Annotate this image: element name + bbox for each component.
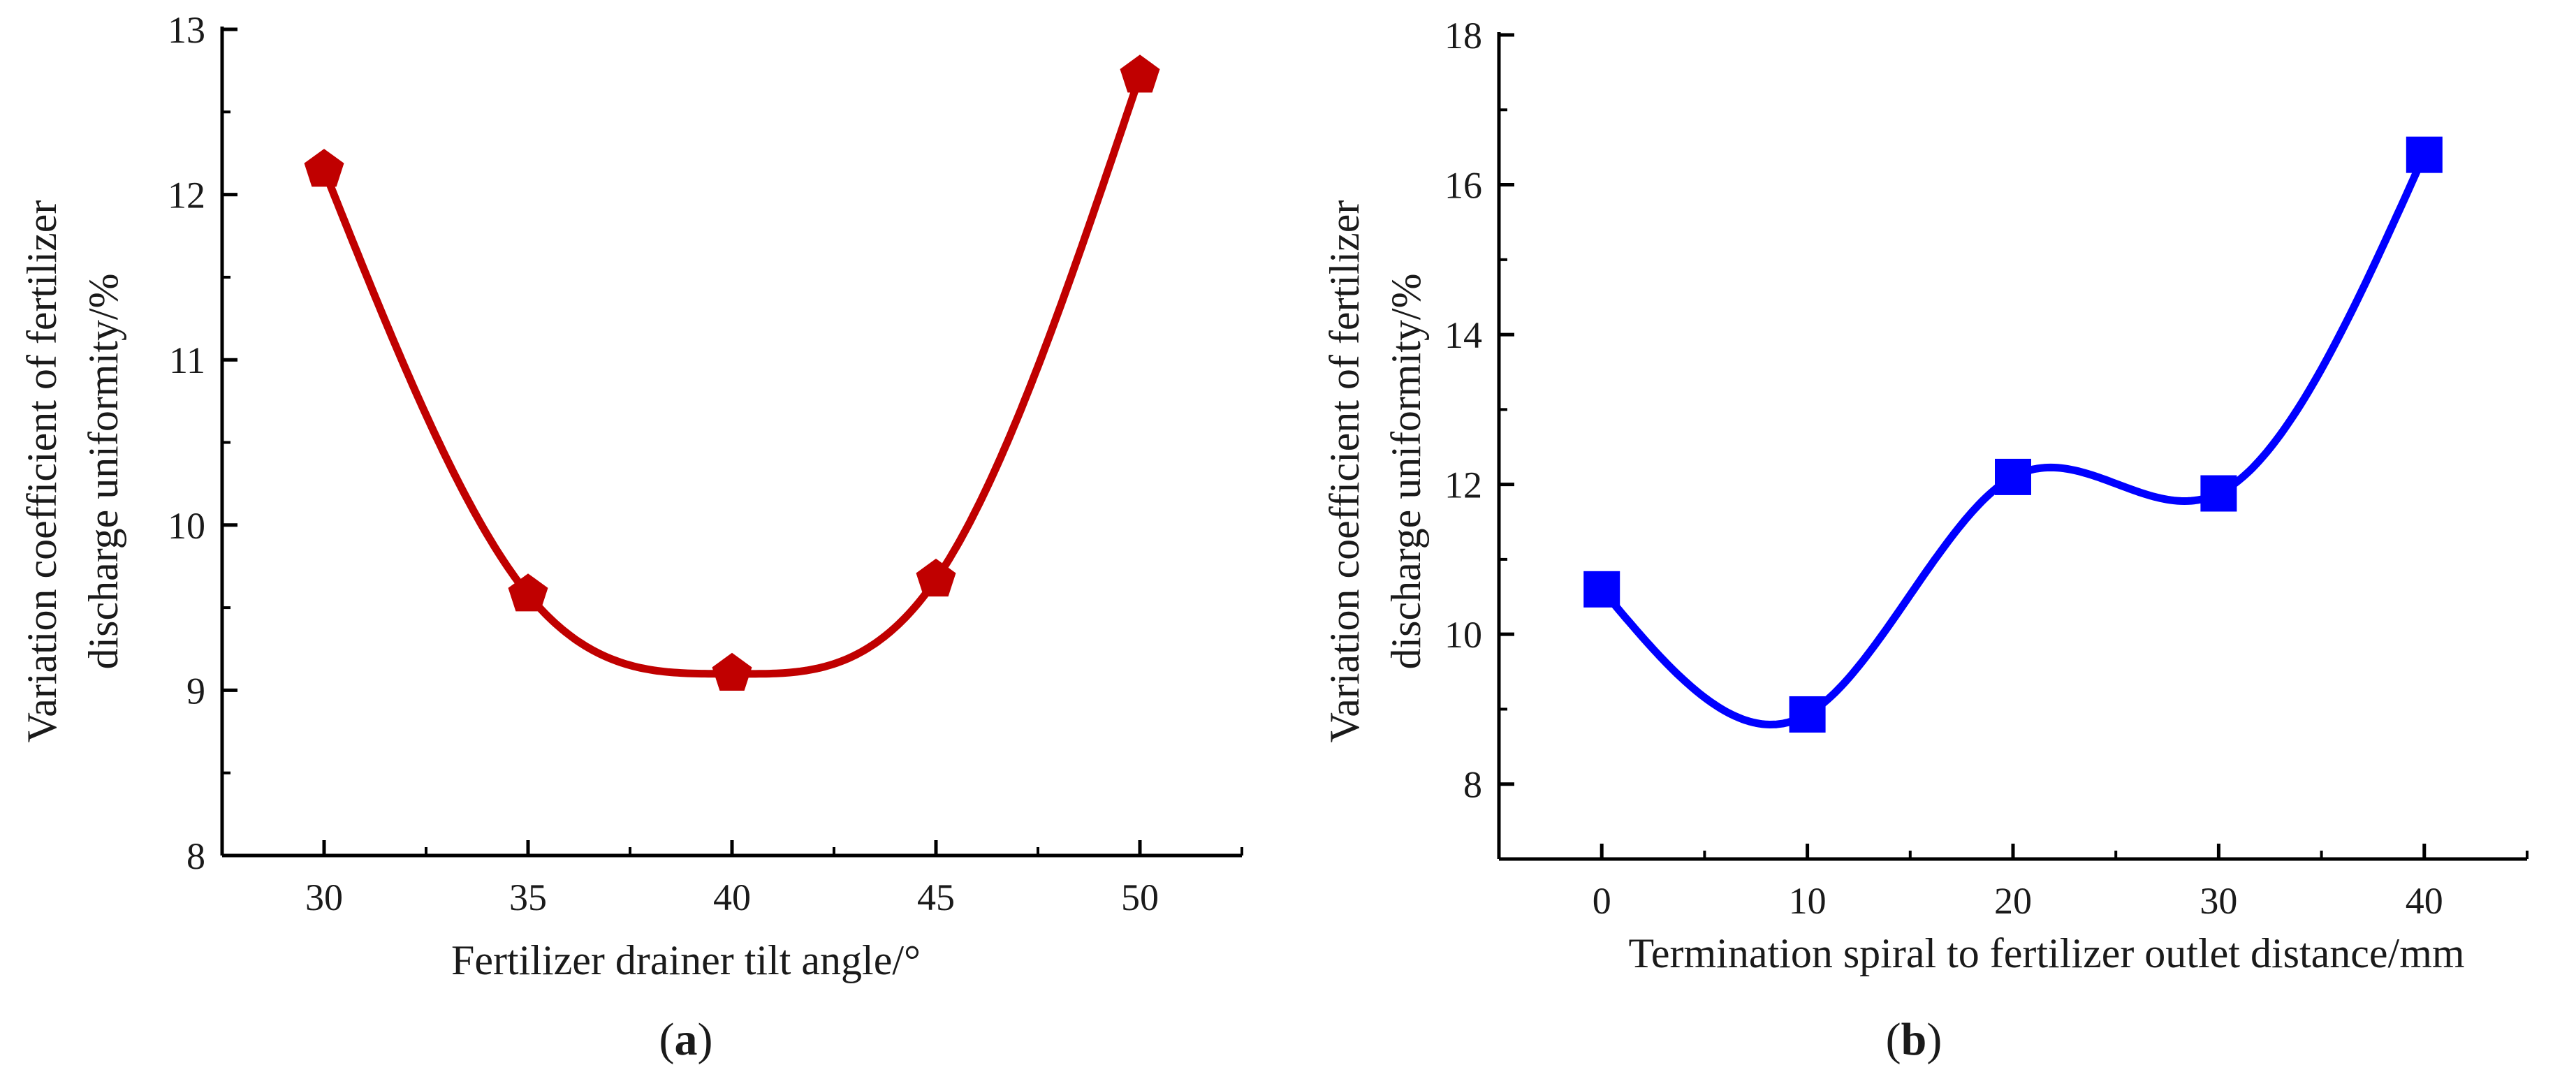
- x-tick-label: 45: [917, 876, 955, 918]
- y-axis-title-line-2: discharge uniformity/%: [1383, 273, 1429, 669]
- x-tick-label: 40: [713, 876, 751, 918]
- y-tick-label: 12: [168, 175, 205, 216]
- series-line: [320, 71, 1144, 678]
- panel-label-a: (a): [659, 1014, 713, 1065]
- x-tick-label: 40: [2406, 880, 2443, 922]
- y-tick-label: 10: [1444, 614, 1482, 656]
- data-point: [1120, 54, 1160, 93]
- x-axis-title: Termination spiral to fertilizer outlet …: [1628, 930, 2464, 976]
- x-tick-label: 35: [509, 876, 547, 918]
- y-axis-title-line-2: discharge uniformity/%: [80, 273, 126, 669]
- data-point: [1789, 696, 1826, 733]
- chart-panel-a: Variation coefficient of fertilizer disc…: [19, 9, 1243, 1065]
- data-point: [712, 652, 752, 691]
- panel-letter-a: a: [675, 1014, 698, 1065]
- y-axis-title-line-1: Variation coefficient of fertilizer: [1322, 200, 1368, 743]
- y-tick-label: 9: [186, 670, 205, 712]
- y-axis-title-line-1: Variation coefficient of fertilizer: [19, 200, 65, 743]
- x-tick-label: 50: [1121, 876, 1159, 918]
- x-tick-label: 30: [305, 876, 343, 918]
- data-point: [2200, 475, 2237, 512]
- series-line: [1597, 151, 2429, 728]
- y-tick-label: 8: [186, 835, 205, 877]
- x-tick-label: 30: [2200, 880, 2237, 922]
- data-point: [304, 149, 344, 187]
- x-tick-label: 0: [1593, 880, 1611, 922]
- data-point: [916, 558, 956, 597]
- x-axis-title: Fertilizer drainer tilt angle/°: [451, 937, 921, 983]
- y-tick-label: 18: [1444, 15, 1482, 57]
- y-tick-label: 13: [168, 9, 205, 51]
- x-tick-label: 20: [1994, 880, 2032, 922]
- y-tick-label: 10: [168, 505, 205, 547]
- chart-panel-b: Variation coefficient of fertilizer disc…: [1322, 15, 2529, 1065]
- y-tick-label: 12: [1444, 464, 1482, 506]
- panel-letter-b: b: [1901, 1014, 1927, 1065]
- panel-label-b: (b): [1886, 1014, 1942, 1065]
- y-tick-label: 8: [1463, 764, 1482, 806]
- y-tick-label: 16: [1444, 165, 1482, 207]
- y-tick-label: 11: [169, 339, 205, 381]
- y-tick-label: 14: [1444, 314, 1482, 356]
- data-point: [2406, 136, 2443, 173]
- data-point: [1995, 458, 2031, 495]
- x-tick-label: 10: [1789, 880, 1827, 922]
- data-point: [1583, 571, 1620, 608]
- data-point: [508, 573, 548, 612]
